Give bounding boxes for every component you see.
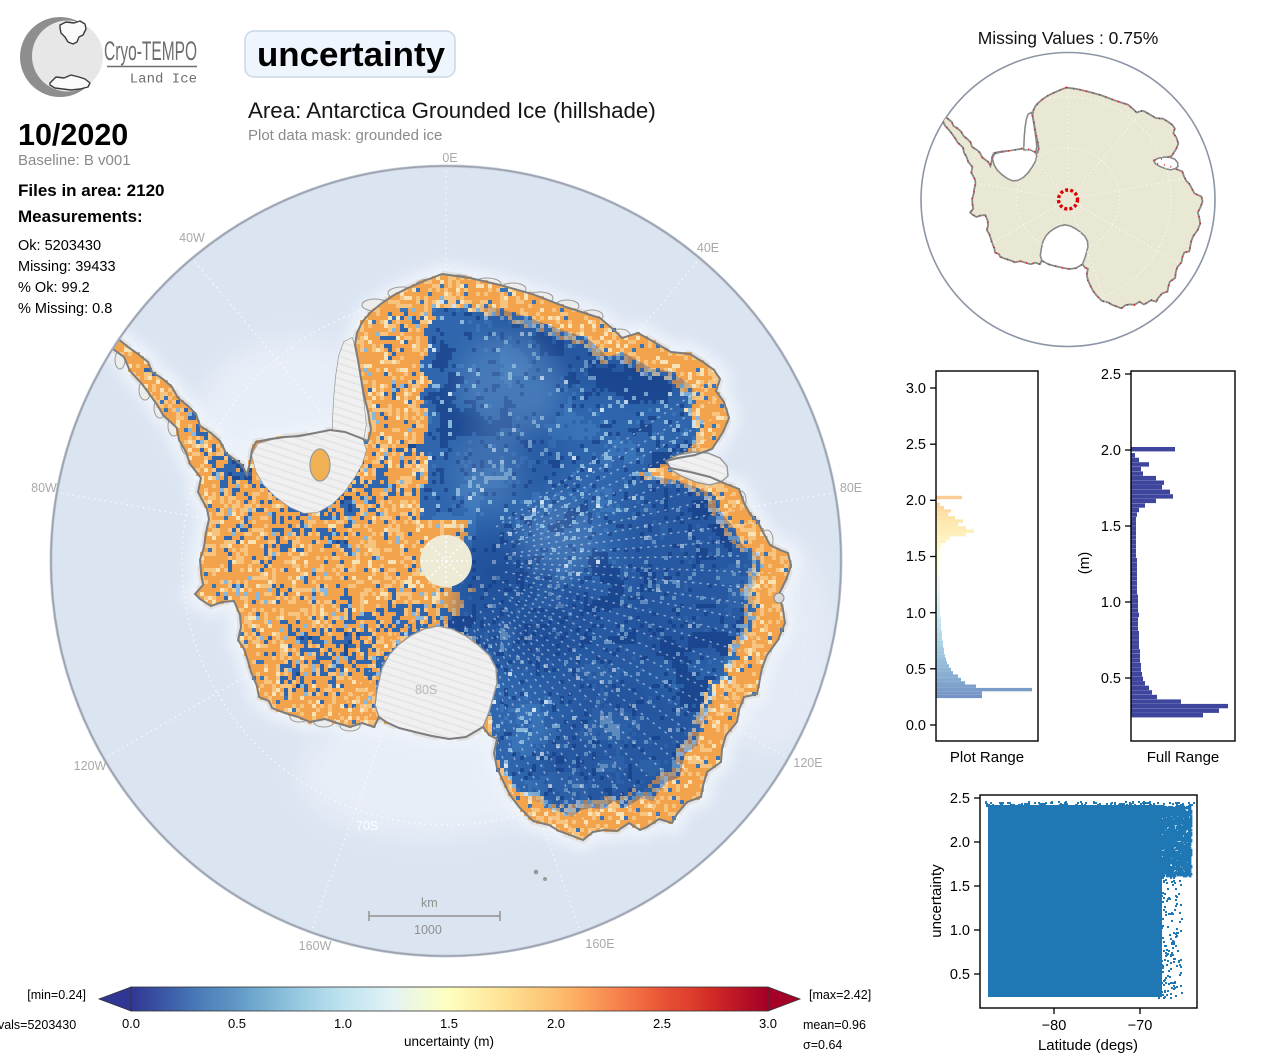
svg-text:[min=0.24]: [min=0.24]	[27, 988, 86, 1002]
svg-text:40E: 40E	[697, 241, 719, 255]
svg-text:0.5: 0.5	[950, 967, 970, 983]
svg-text:1.5: 1.5	[1101, 519, 1121, 535]
svg-text:10/2020: 10/2020	[18, 118, 128, 152]
svg-text:% Ok: 99.2: % Ok: 99.2	[18, 280, 90, 296]
svg-text:80E: 80E	[840, 481, 862, 495]
svg-text:Latitude (degs): Latitude (degs)	[1038, 1037, 1138, 1054]
svg-text:Land Ice: Land Ice	[130, 72, 197, 88]
svg-text:(m): (m)	[1076, 552, 1093, 575]
svg-text:% Missing: 0.8: % Missing: 0.8	[18, 301, 112, 317]
svg-text:2.5: 2.5	[950, 791, 970, 807]
svg-text:Area: Antarctica Grounded Ice: Area: Antarctica Grounded Ice (hillshade…	[248, 98, 656, 123]
svg-text:2.5: 2.5	[1101, 367, 1121, 383]
svg-text:2.0: 2.0	[906, 493, 926, 509]
svg-text:Ok: 5203430: Ok: 5203430	[18, 238, 101, 254]
svg-text:2.5: 2.5	[653, 1016, 671, 1031]
svg-text:80W: 80W	[31, 481, 57, 495]
svg-text:Missing Values : 0.75%: Missing Values : 0.75%	[978, 28, 1159, 48]
svg-text:Plot data mask: grounded ice: Plot data mask: grounded ice	[248, 127, 442, 144]
svg-text:Files in area: 2120: Files in area: 2120	[18, 181, 164, 200]
svg-text:40W: 40W	[179, 231, 205, 245]
svg-text:uncertainty (m): uncertainty (m)	[404, 1034, 494, 1049]
svg-text:2.0: 2.0	[1101, 443, 1121, 459]
svg-text:−70: −70	[1128, 1018, 1153, 1034]
svg-text:3.0: 3.0	[759, 1016, 777, 1031]
svg-text:160E: 160E	[585, 937, 614, 951]
svg-text:1.0: 1.0	[334, 1016, 352, 1031]
svg-text:2.0: 2.0	[950, 835, 970, 851]
svg-text:160W: 160W	[299, 939, 332, 953]
svg-text:mean=0.96: mean=0.96	[803, 1018, 866, 1032]
svg-text:1000: 1000	[414, 923, 442, 937]
svg-text:1.5: 1.5	[906, 549, 926, 565]
svg-text:Plot Range: Plot Range	[950, 749, 1024, 766]
svg-text:Missing: 39433: Missing: 39433	[18, 259, 116, 275]
svg-text:0.5: 0.5	[228, 1016, 246, 1031]
svg-text:120W: 120W	[74, 759, 107, 773]
svg-text:2.5: 2.5	[906, 437, 926, 453]
svg-text:1.0: 1.0	[950, 923, 970, 939]
svg-text:km: km	[421, 896, 438, 910]
svg-text:3.0: 3.0	[906, 381, 926, 397]
svg-text:#vals=5203430: #vals=5203430	[0, 1018, 76, 1032]
svg-text:2.0: 2.0	[547, 1016, 565, 1031]
svg-text:1.0: 1.0	[1101, 595, 1121, 611]
svg-text:70S: 70S	[356, 819, 378, 833]
svg-text:1.5: 1.5	[440, 1016, 458, 1031]
svg-text:−80: −80	[1042, 1018, 1067, 1034]
svg-text:[max=2.42]: [max=2.42]	[809, 988, 871, 1002]
svg-text:0.5: 0.5	[906, 662, 926, 678]
svg-text:uncertainty: uncertainty	[257, 36, 445, 74]
svg-text:0E: 0E	[442, 151, 457, 165]
svg-text:1.5: 1.5	[950, 879, 970, 895]
svg-text:80S: 80S	[415, 683, 437, 697]
svg-text:1.0: 1.0	[906, 606, 926, 622]
svg-text:0.5: 0.5	[1101, 671, 1121, 687]
svg-text:σ=0.64: σ=0.64	[803, 1038, 842, 1052]
svg-text:Full Range: Full Range	[1147, 749, 1220, 766]
svg-text:0.0: 0.0	[122, 1016, 140, 1031]
svg-text:Cryo-TEMPO: Cryo-TEMPO	[104, 36, 197, 66]
svg-text:Measurements:: Measurements:	[18, 207, 143, 226]
svg-text:Baseline: B v001: Baseline: B v001	[18, 152, 131, 169]
svg-text:120E: 120E	[793, 756, 822, 770]
svg-text:0.0: 0.0	[906, 718, 926, 734]
svg-text:uncertainty: uncertainty	[928, 864, 945, 938]
